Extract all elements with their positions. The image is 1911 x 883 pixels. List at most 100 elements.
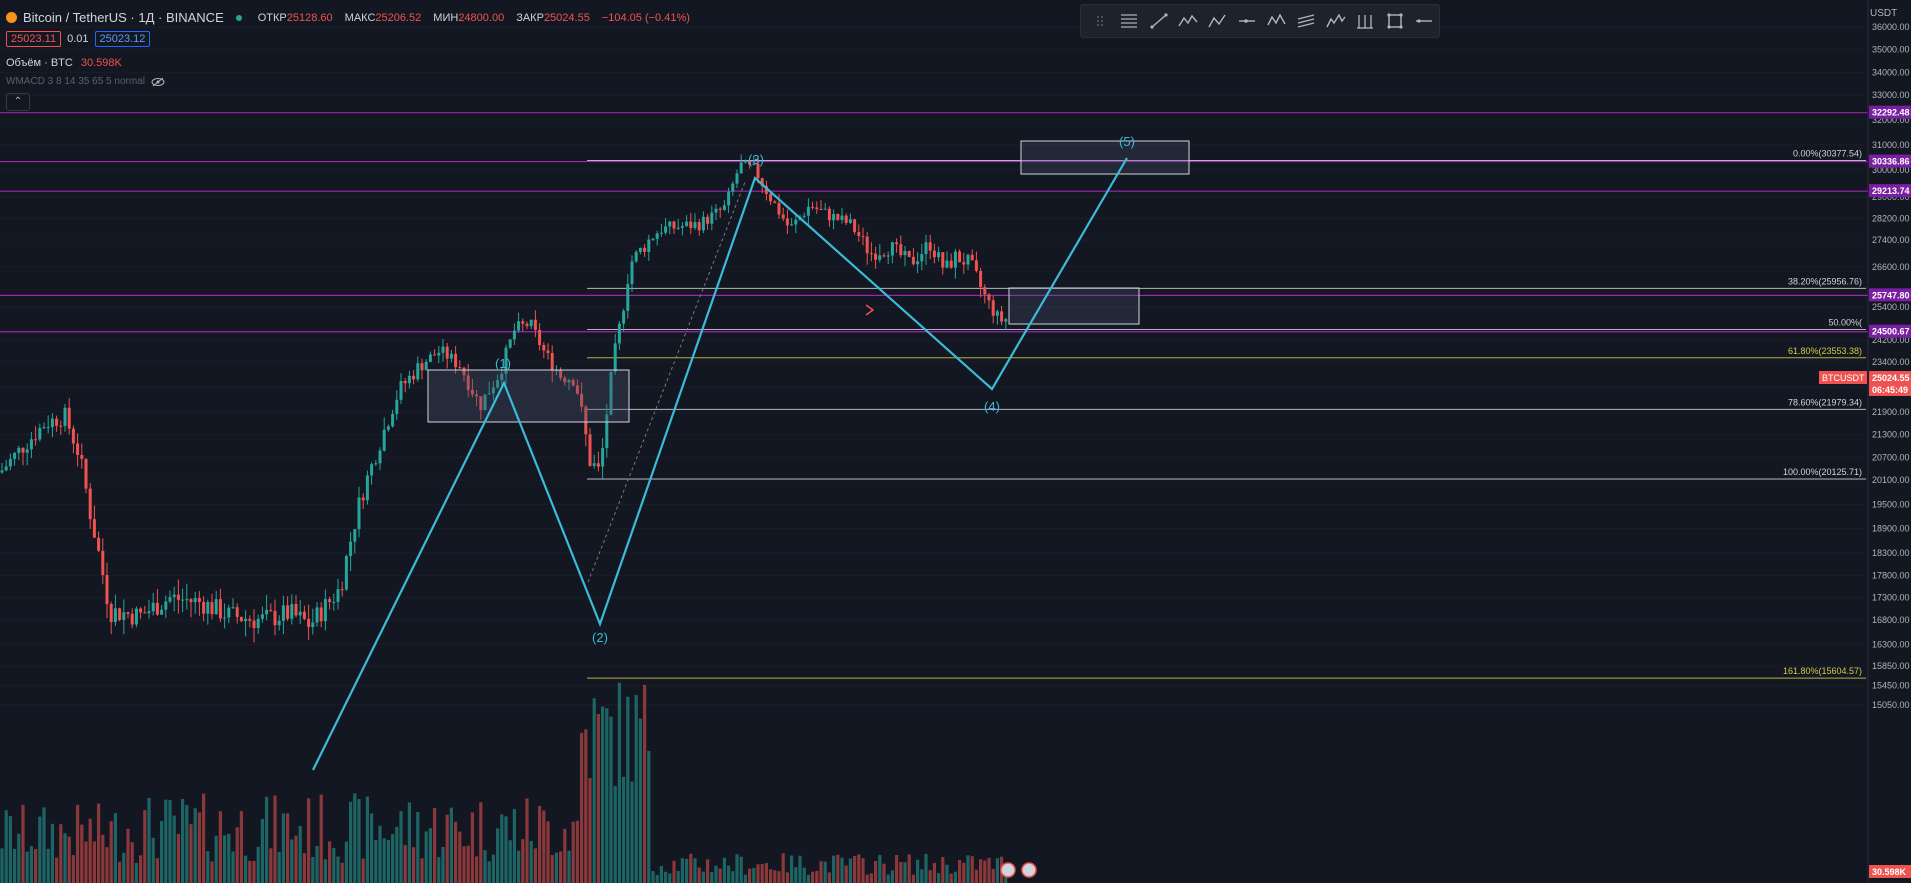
fib-retracement[interactable]: 0.00%(30377.54) 38.20%(25956.76) 50.00%(61… [587,149,1866,679]
volume-bar [596,714,600,883]
ohlc-change: −104.05 (−0.41%) [601,11,690,24]
volume-bar [500,814,504,883]
volume-bar [903,862,907,883]
candle-body [336,589,340,602]
volume-bar [760,864,764,883]
symbol-title[interactable]: Bitcoin / TetherUS · 1Д · BINANCE [23,10,224,25]
candle-body [298,611,302,616]
candle-body [118,608,122,620]
candle-body [995,311,999,316]
volume-bar [315,845,319,883]
candle-body [647,239,651,252]
candle-body [676,227,680,229]
candle-body [349,541,353,557]
horizontal-lines[interactable] [0,112,1868,333]
candle-body [748,160,752,165]
rectangle-icon[interactable] [1380,7,1410,35]
candle-body [185,599,189,601]
candle-body [949,260,953,268]
volume-legend[interactable]: Объём · BTC 30.598K [6,57,122,69]
volume-bar [739,856,743,883]
volume-bar [420,858,424,883]
currency-label[interactable]: USDT [1870,8,1898,19]
elliott-wave[interactable]: (1) (2) (3) (4) (5) [312,134,1135,878]
candle-body [8,458,12,467]
abcd-pattern-icon[interactable] [1203,7,1233,35]
candle-body [470,390,474,395]
volume-bar [118,861,122,883]
volume-bar [962,862,966,883]
candle-body [958,251,962,263]
price-tick-label: 33000.00 [1872,90,1910,100]
volume-bar [680,858,684,883]
target-rectangles[interactable] [427,140,1190,423]
price-badge [1869,383,1911,396]
volume-bar [344,841,348,883]
elliott-wave-icon[interactable] [1321,7,1351,35]
sell-button[interactable]: 25023.11 [6,31,62,47]
fib-channel-icon[interactable] [1292,7,1322,35]
wave-label: (4) [984,399,1000,414]
candle-body [433,354,437,356]
market-status-icon [235,14,242,21]
candle-body [328,599,332,602]
candle-body [38,427,42,440]
volume-bar [286,813,290,883]
candle-body [769,193,773,202]
candle-body [983,286,987,295]
fib-retracement-icon[interactable] [1115,7,1145,35]
volume-bar [958,860,962,883]
price-tick-label: 16800.00 [1872,615,1910,625]
candle-body [634,251,638,262]
candle-body [1004,319,1008,322]
candle-body [370,464,374,476]
candle-body [277,620,281,626]
volume-bar [542,810,546,883]
ohlc-high: МАКС25206.52 [344,11,422,24]
horizontal-ray-icon[interactable] [1233,7,1263,35]
candle-body [307,618,311,627]
xabcd-pattern-icon[interactable] [1262,7,1292,35]
collapse-legend-button[interactable]: ⌃ [6,93,30,111]
candle-body [403,380,407,384]
candle-body [168,597,172,602]
candle-body [218,599,222,619]
volume-bar [525,798,529,883]
volume-bar [752,868,756,883]
volume-bar [164,799,168,883]
elliott-wave-line [312,157,1128,771]
price-tick-label: 21300.00 [1872,430,1910,440]
candle-body [605,414,609,449]
volume-bar [307,798,311,883]
candle-body [655,233,659,239]
candle-body [844,215,848,223]
volume-bar [588,778,592,883]
volume-bar [802,867,806,883]
volume-bar [370,813,374,883]
candle-body [105,575,109,605]
price-badge [1869,324,1911,338]
volume-bar [643,684,647,883]
candle-body [290,603,294,619]
drag-handle-icon[interactable] [1085,7,1115,35]
volume-bar [290,839,294,883]
indicator-legend[interactable]: WMACD 3 8 14 35 65 5 normal [6,76,165,87]
price-tick-label: 15050.00 [1872,700,1910,710]
price-axis[interactable]: 36000.00 35000.00 34000.00 33000.00 32000.00… [1819,0,1911,883]
trend-line-icon[interactable] [1144,7,1174,35]
price-tick-label: 20700.00 [1872,452,1910,462]
polyline-icon[interactable] [1174,7,1204,35]
volume-bar [214,835,218,883]
volume-bar [609,716,613,883]
candle-body [17,447,21,453]
candle-body [319,607,323,622]
candle-body [59,425,63,427]
volume-bar [160,820,164,883]
candle-body [819,208,823,210]
hidden-eye-icon[interactable] [151,77,165,87]
more-icon[interactable] [1410,7,1440,35]
candle-body [13,452,17,459]
buy-button[interactable]: 25023.12 [94,31,151,47]
pitchfork-icon[interactable] [1351,7,1381,35]
